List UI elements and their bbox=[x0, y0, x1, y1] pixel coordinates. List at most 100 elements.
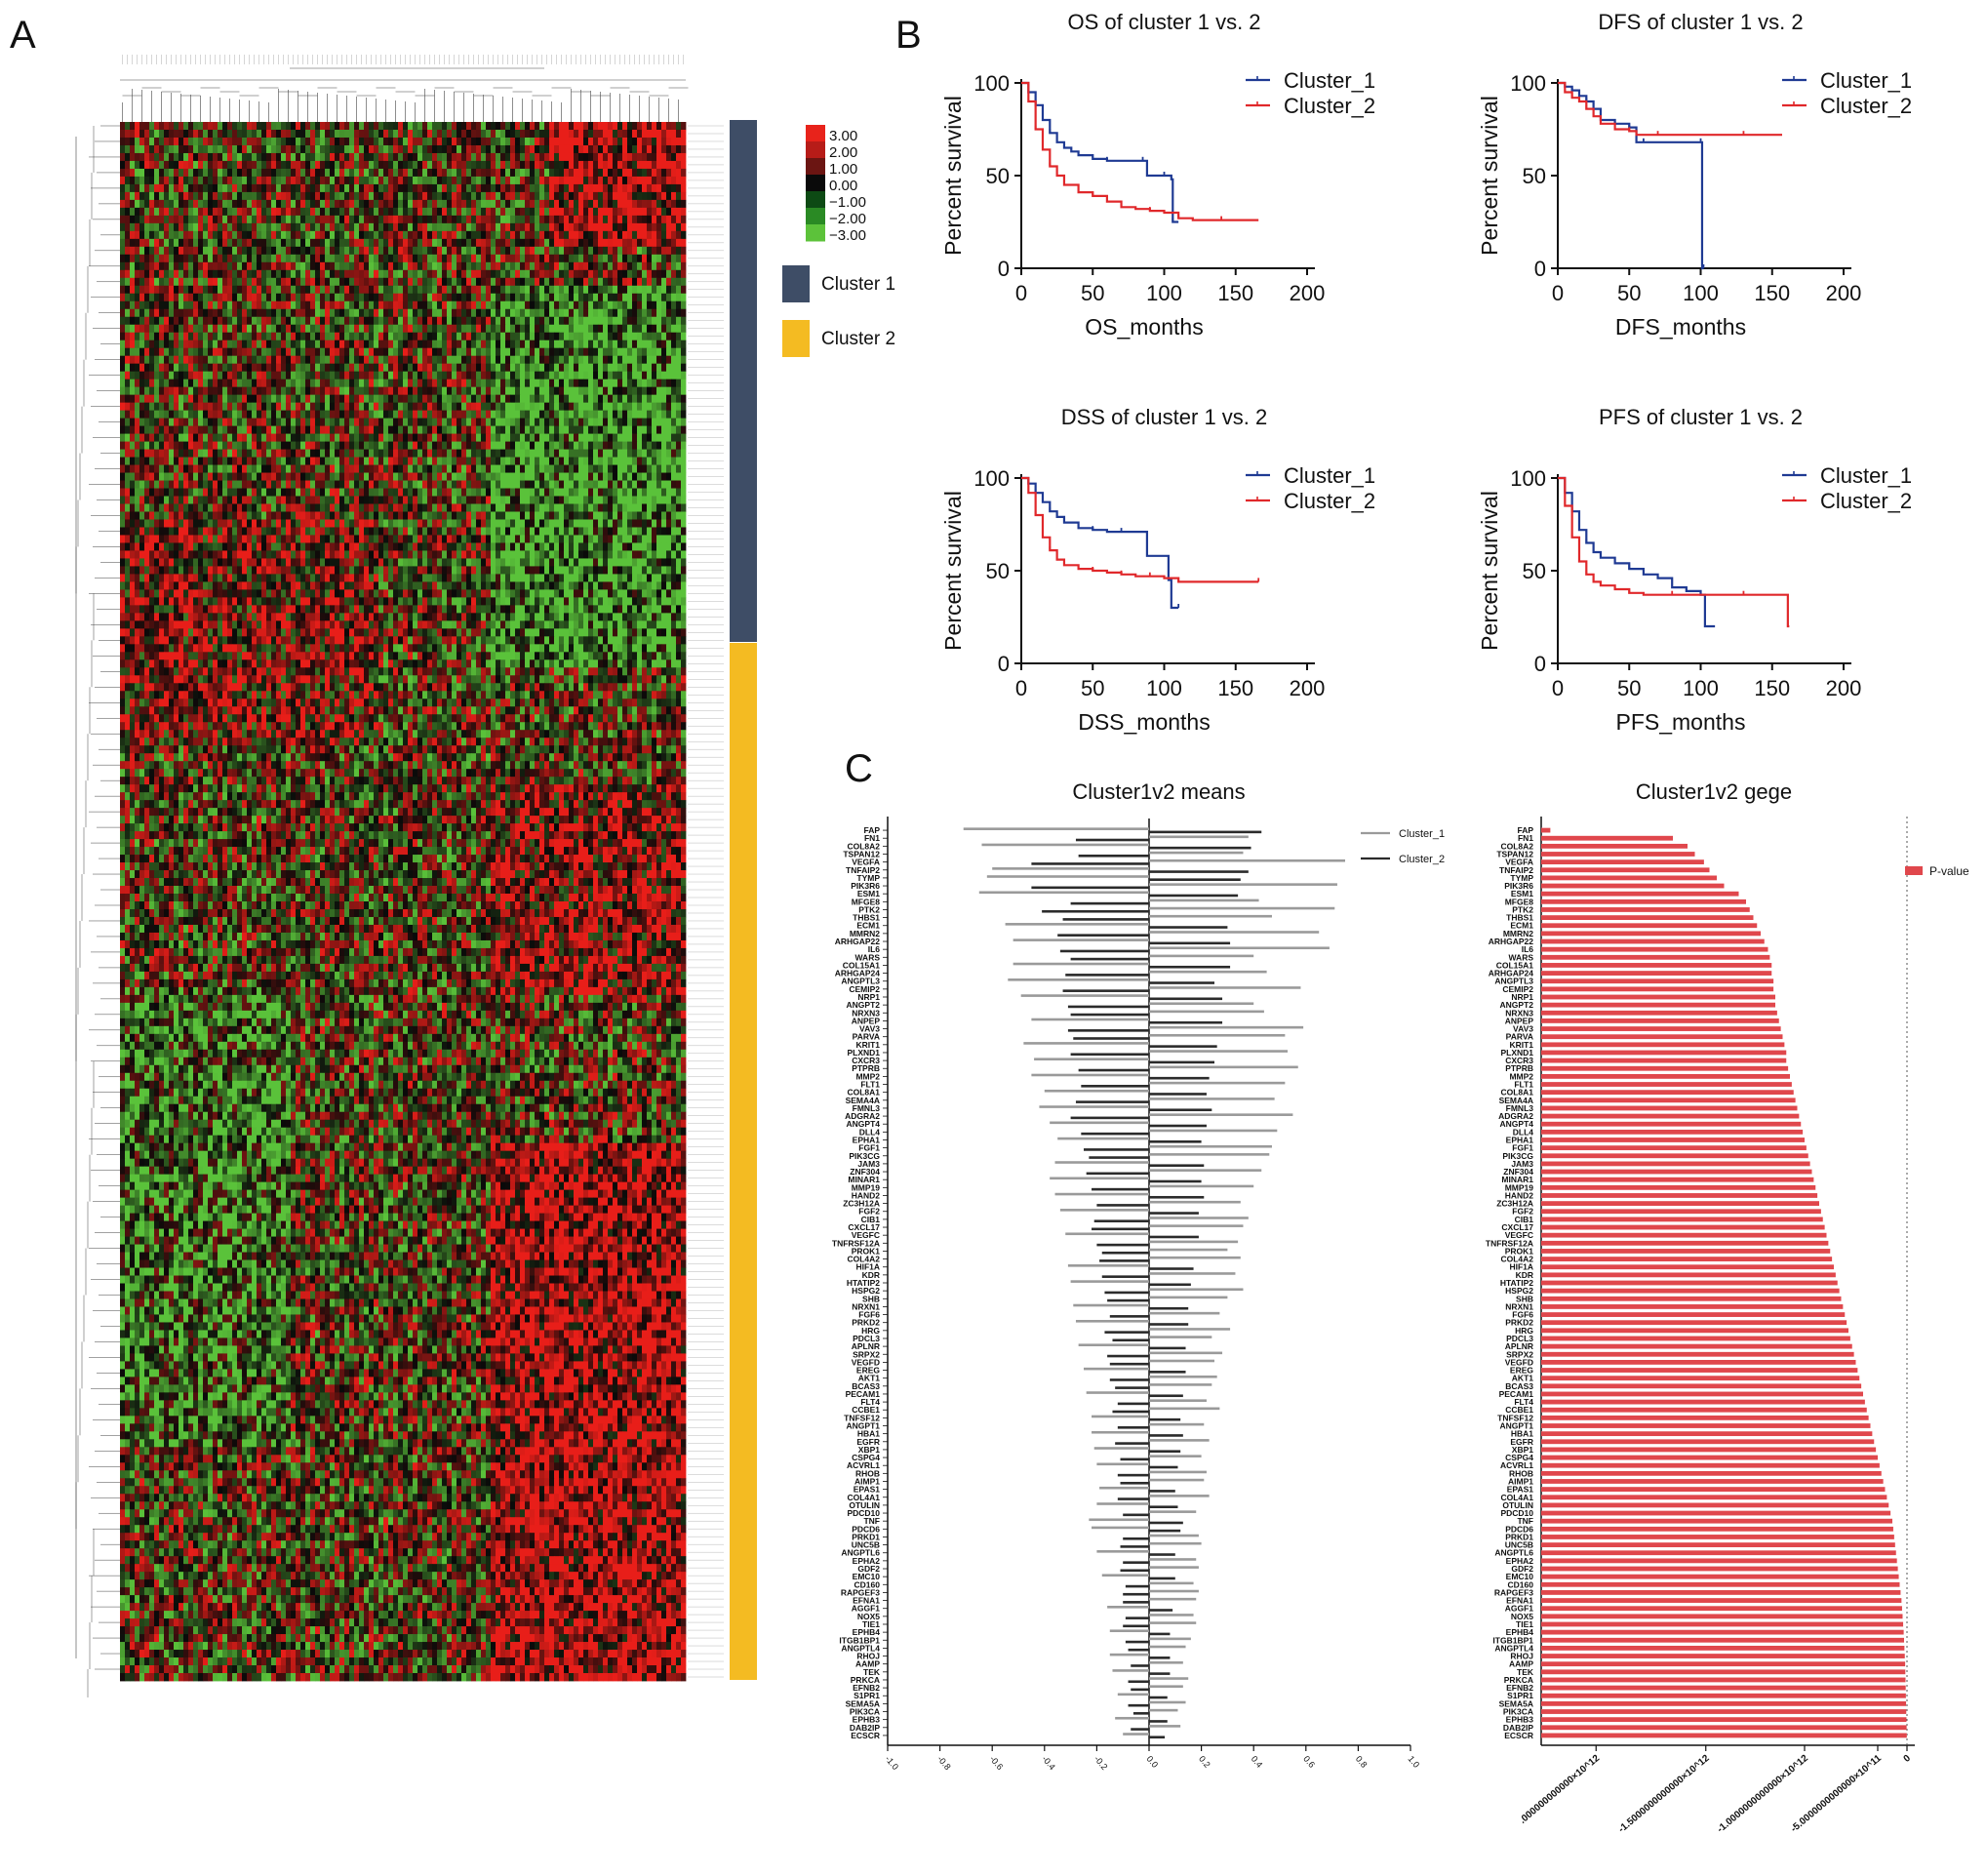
heatmap-cell bbox=[510, 300, 516, 310]
heatmap-cell bbox=[627, 230, 633, 240]
heatmap-cell bbox=[652, 152, 657, 162]
heatmap-cell bbox=[544, 293, 550, 302]
heatmap-cell bbox=[559, 410, 565, 419]
heatmap-cell bbox=[442, 122, 448, 131]
heatmap-cell bbox=[276, 254, 282, 263]
heatmap-cell bbox=[642, 316, 648, 326]
heatmap-cell bbox=[398, 137, 404, 146]
heatmap-cell bbox=[349, 379, 355, 388]
heatmap-cell bbox=[330, 293, 336, 302]
heatmap-cell bbox=[198, 332, 204, 341]
heatmap-cell bbox=[500, 339, 506, 349]
heatmap-cell bbox=[647, 246, 653, 256]
heatmap-cell bbox=[208, 379, 214, 388]
heatmap-cell bbox=[325, 215, 331, 224]
heatmap-cell bbox=[310, 316, 316, 326]
heatmap-cell bbox=[179, 285, 184, 295]
heatmap-cell bbox=[257, 347, 262, 357]
heatmap-cell bbox=[525, 324, 531, 334]
heatmap-cell bbox=[188, 425, 194, 434]
heatmap-cell bbox=[393, 339, 399, 349]
heatmap-cell bbox=[466, 308, 472, 318]
heatmap-cell bbox=[174, 269, 179, 279]
heatmap-cell bbox=[378, 339, 384, 349]
heatmap-cell bbox=[588, 332, 594, 341]
heatmap-cell bbox=[203, 183, 209, 193]
heatmap-cell bbox=[359, 386, 365, 396]
heatmap-cell bbox=[208, 332, 214, 341]
heatmap-cell bbox=[656, 160, 662, 170]
heatmap-cell bbox=[486, 363, 492, 373]
heatmap-cell bbox=[354, 285, 360, 295]
heatmap-cell bbox=[578, 222, 584, 232]
heatmap-cell bbox=[286, 129, 292, 139]
heatmap-cell bbox=[208, 207, 214, 217]
heatmap-cell bbox=[539, 129, 545, 139]
heatmap-cell bbox=[661, 222, 667, 232]
heatmap-cell bbox=[198, 238, 204, 248]
heatmap-cell bbox=[437, 371, 443, 380]
heatmap-cell bbox=[310, 254, 316, 263]
heatmap-cell bbox=[227, 183, 233, 193]
heatmap-cell bbox=[486, 332, 492, 341]
heatmap-cell bbox=[661, 371, 667, 380]
heatmap-cell bbox=[471, 152, 477, 162]
heatmap-cell bbox=[159, 394, 165, 404]
heatmap-cell bbox=[417, 355, 423, 365]
heatmap-cell bbox=[296, 355, 301, 365]
heatmap-cell bbox=[471, 410, 477, 419]
heatmap-cell bbox=[398, 277, 404, 287]
heatmap-cell bbox=[208, 191, 214, 201]
heatmap-cell bbox=[515, 254, 521, 263]
heatmap-cell bbox=[320, 246, 326, 256]
heatmap-cell bbox=[403, 410, 409, 419]
heatmap-cell bbox=[457, 339, 462, 349]
heatmap-cell bbox=[300, 277, 306, 287]
heatmap-cell bbox=[578, 137, 584, 146]
heatmap-cell bbox=[300, 293, 306, 302]
heatmap-cell bbox=[169, 207, 175, 217]
heatmap-cell bbox=[266, 363, 272, 373]
heatmap-cell bbox=[305, 254, 311, 263]
heatmap-cell bbox=[120, 238, 126, 248]
heatmap-cell bbox=[569, 324, 575, 334]
heatmap-cell bbox=[676, 293, 682, 302]
heatmap-cell bbox=[515, 230, 521, 240]
heatmap-cell bbox=[422, 183, 428, 193]
heatmap-cell bbox=[554, 410, 560, 419]
heatmap-cell bbox=[354, 129, 360, 139]
heatmap-cell bbox=[676, 418, 682, 427]
heatmap-cell bbox=[325, 402, 331, 412]
heatmap-cell bbox=[291, 324, 297, 334]
heatmap-cell bbox=[671, 371, 677, 380]
heatmap-cell bbox=[564, 277, 570, 287]
heatmap-cell bbox=[642, 363, 648, 373]
heatmap-cell bbox=[149, 152, 155, 162]
heatmap-cell bbox=[481, 347, 487, 357]
heatmap-cell bbox=[344, 277, 350, 287]
heatmap-cell bbox=[452, 168, 457, 178]
heatmap-cell bbox=[413, 207, 418, 217]
heatmap-cell bbox=[647, 137, 653, 146]
heatmap-cell bbox=[281, 379, 287, 388]
heatmap-cell bbox=[632, 410, 638, 419]
heatmap-cell bbox=[422, 394, 428, 404]
heatmap-cell bbox=[320, 332, 326, 341]
heatmap-cell bbox=[583, 191, 589, 201]
heatmap-cell bbox=[135, 183, 140, 193]
heatmap-cell bbox=[335, 308, 340, 318]
heatmap-cells bbox=[120, 122, 687, 1682]
heatmap-cell bbox=[520, 293, 526, 302]
heatmap-cell bbox=[622, 183, 628, 193]
heatmap-cell bbox=[266, 308, 272, 318]
heatmap-cell bbox=[574, 277, 579, 287]
heatmap-cell bbox=[130, 176, 136, 185]
heatmap-cell bbox=[315, 277, 321, 287]
heatmap-cell bbox=[457, 418, 462, 427]
heatmap-cell bbox=[432, 285, 438, 295]
heatmap-cell bbox=[300, 168, 306, 178]
heatmap-cell bbox=[339, 160, 345, 170]
heatmap-cell bbox=[413, 176, 418, 185]
heatmap-cell bbox=[500, 277, 506, 287]
heatmap-cell bbox=[218, 238, 223, 248]
